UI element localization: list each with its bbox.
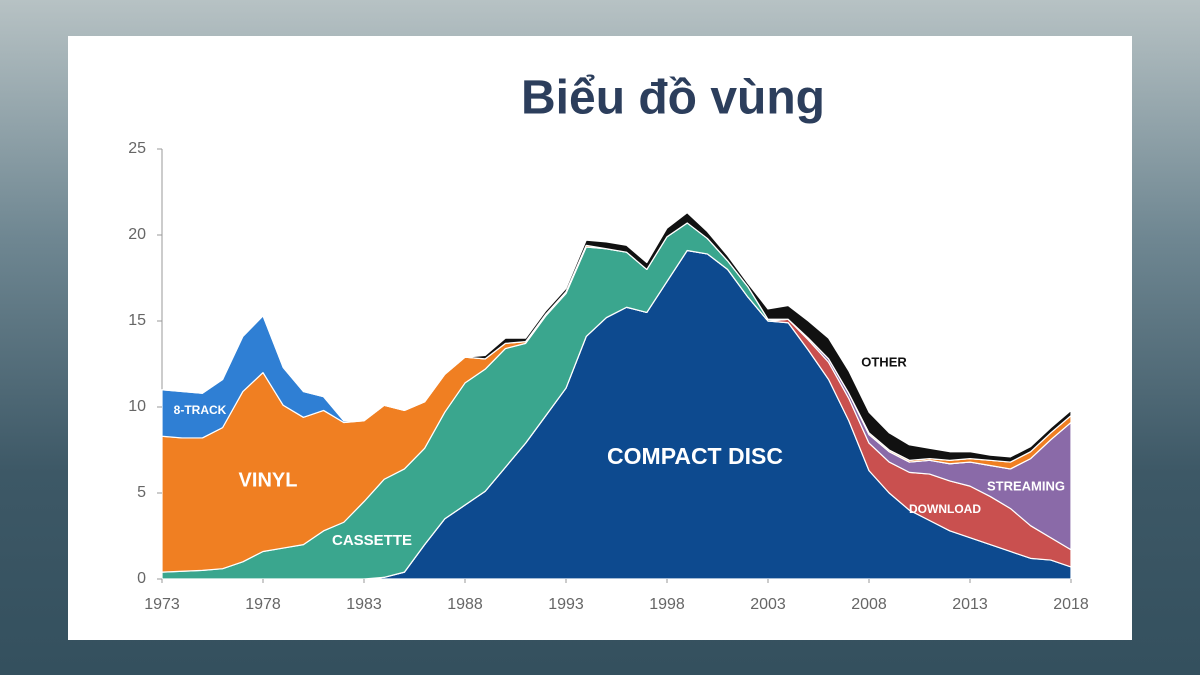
y-tick-label: 20 xyxy=(128,226,146,243)
area-label: CASSETTE xyxy=(332,532,412,549)
chart-title: Biểu đồ vùng xyxy=(521,72,825,125)
x-tick-label: 2018 xyxy=(1053,596,1089,613)
area xyxy=(161,212,1072,463)
area-label: STREAMING xyxy=(987,478,1065,493)
y-tick-label: 10 xyxy=(128,398,146,415)
area-label: COMPACT DISC xyxy=(607,443,783,469)
y-tick-label: 15 xyxy=(128,312,146,329)
x-tick-label: 2013 xyxy=(952,596,988,613)
y-tick-label: 0 xyxy=(137,570,146,587)
area-label: 8-TRACK xyxy=(174,403,227,417)
x-tick-label: 1983 xyxy=(346,596,382,613)
x-tick-label: 1988 xyxy=(447,596,483,613)
x-tick-label: 1978 xyxy=(245,596,281,613)
y-tick-label: 25 xyxy=(128,140,146,157)
x-tick-label: 1998 xyxy=(649,596,685,613)
area-label: DOWNLOAD xyxy=(909,502,981,516)
x-tick-label: 2008 xyxy=(851,596,887,613)
y-tick-label: 5 xyxy=(137,484,146,501)
x-tick-label: 2003 xyxy=(750,596,786,613)
x-tick-label: 1993 xyxy=(548,596,584,613)
x-tick-label: 1973 xyxy=(144,596,180,613)
area-label: VINYL xyxy=(239,469,298,491)
area-label: OTHER xyxy=(861,354,907,369)
